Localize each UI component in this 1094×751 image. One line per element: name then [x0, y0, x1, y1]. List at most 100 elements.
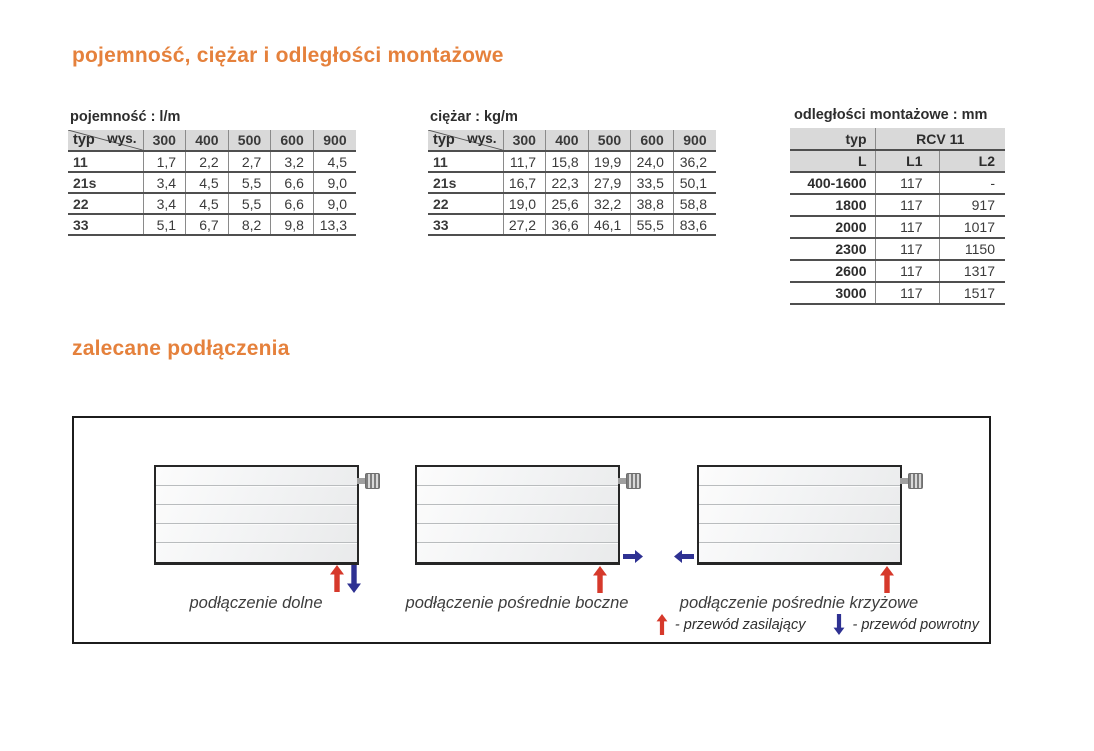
radiator-groove [699, 542, 900, 545]
cell-value: 46,1 [588, 214, 632, 236]
table-row: 22 19,0 25,6 32,2 38,8 58,8 [428, 193, 716, 215]
cell-value: 117 [875, 216, 940, 239]
cell-value: 3,4 [143, 193, 187, 215]
radiator-figure-bottom-connection [154, 465, 380, 565]
cell-value: - [939, 172, 1005, 195]
table-row: 2300 117 1150 [790, 238, 1005, 261]
corner-typ-label: typ [73, 132, 95, 148]
row-label: 22 [428, 193, 504, 215]
table-row: 33 27,2 36,6 46,1 55,5 83,6 [428, 214, 716, 236]
column-header-L: L [790, 150, 876, 173]
radiator-groove [156, 542, 357, 545]
row-label: 33 [68, 214, 144, 236]
column-header: 600 [630, 130, 674, 152]
cell-value: 8,2 [228, 214, 272, 236]
return-arrow-icon [834, 614, 845, 635]
row-label: 2600 [790, 260, 876, 283]
cell-value: 27,9 [588, 172, 632, 194]
diagonal-divider [68, 130, 143, 150]
corner-cell: wys. typ [428, 130, 504, 152]
table-row: 3000 117 1517 [790, 282, 1005, 305]
table-row: 1800 117 917 [790, 194, 1005, 217]
cell-value: 4,5 [313, 151, 356, 173]
weight-header-row: wys. typ 300 400 500 600 900 [428, 130, 716, 152]
row-label: 2000 [790, 216, 876, 239]
diagram-caption-cross: podłączenie pośrednie krzyżowe [679, 594, 919, 612]
table-row: 2600 117 1317 [790, 260, 1005, 283]
radiator-groove [417, 542, 618, 545]
column-header: 400 [185, 130, 229, 152]
cell-value: 1,7 [143, 151, 187, 173]
cell-value: 27,2 [503, 214, 547, 236]
row-label: 21s [428, 172, 504, 194]
cell-value: 38,8 [630, 193, 674, 215]
diagonal-divider [428, 130, 503, 150]
cell-value: 1517 [939, 282, 1005, 305]
cell-value: 36,6 [545, 214, 589, 236]
column-header: 500 [588, 130, 632, 152]
column-header-model: RCV 11 [875, 128, 1005, 151]
cell-value: 117 [875, 260, 940, 283]
cell-value: 117 [875, 194, 940, 217]
section-heading-capacity-weight-distances: pojemność, ciężar i odległości montażowe [72, 44, 504, 67]
table-row: 21s 3,4 4,5 5,5 6,6 9,0 [68, 172, 356, 194]
radiator-figure-cross-connection [697, 465, 923, 565]
table-row: 22 3,4 4,5 5,5 6,6 9,0 [68, 193, 356, 215]
radiator-valve-icon [618, 473, 641, 489]
return-arrow-icon [674, 550, 694, 563]
corner-typ-label: typ [433, 132, 455, 148]
mounting-table-title: odległości montażowe : mm [794, 107, 988, 123]
table-row: 400-1600 117 - [790, 172, 1005, 195]
mounting-table: typ RCV 11 L L1 L2 400-1600 117 - 1800 1… [790, 128, 1005, 305]
cell-value: 2,7 [228, 151, 272, 173]
mounting-table-group: odległości montażowe : mm typ RCV 11 L L… [790, 107, 1005, 305]
corner-wys-label: wys. [467, 131, 497, 146]
row-label: 33 [428, 214, 504, 236]
cell-value: 1317 [939, 260, 1005, 283]
table-row: 11 1,7 2,2 2,7 3,2 4,5 [68, 151, 356, 173]
cell-value: 9,8 [270, 214, 314, 236]
radiator-groove [417, 504, 618, 507]
weight-table-group: ciężar : kg/m wys. typ 300 400 500 600 9… [428, 109, 716, 236]
connections-diagram-box: podłączenie dolne podłączenie pośrednie … [72, 416, 991, 644]
cell-value: 11,7 [503, 151, 547, 173]
legend-item-supply: - przewód zasilający [656, 614, 805, 635]
column-header: 900 [313, 130, 356, 152]
cell-value: 5,5 [228, 193, 272, 215]
radiator-valve-icon [357, 473, 380, 489]
column-header: 600 [270, 130, 314, 152]
cell-value: 5,1 [143, 214, 187, 236]
cell-value: 15,8 [545, 151, 589, 173]
capacity-table-title: pojemność : l/m [70, 109, 181, 125]
cell-value: 5,5 [228, 172, 272, 194]
column-header-L1: L1 [875, 150, 940, 173]
column-header-typ: typ [790, 128, 876, 151]
row-label: 11 [428, 151, 504, 173]
cell-value: 117 [875, 238, 940, 261]
capacity-table: wys. typ 300 400 500 600 900 11 1,7 2,2 … [68, 130, 356, 236]
cell-value: 36,2 [673, 151, 716, 173]
weight-table-title: ciężar : kg/m [430, 109, 518, 125]
supply-arrow-icon [880, 566, 894, 593]
capacity-table-group: pojemność : l/m wys. typ 300 400 500 600… [68, 109, 356, 236]
column-header: 400 [545, 130, 589, 152]
cell-value: 3,2 [270, 151, 314, 173]
cell-value: 6,6 [270, 193, 314, 215]
cell-value: 58,8 [673, 193, 716, 215]
legend-label-return: - przewód powrotny [852, 616, 979, 633]
cell-value: 19,0 [503, 193, 547, 215]
cell-value: 4,5 [185, 193, 229, 215]
table-row: 33 5,1 6,7 8,2 9,8 13,3 [68, 214, 356, 236]
row-label: 2300 [790, 238, 876, 261]
cell-value: 917 [939, 194, 1005, 217]
row-label: 21s [68, 172, 144, 194]
radiator-valve-icon [900, 473, 923, 489]
radiator-groove [699, 523, 900, 526]
mounting-header-row-2: L L1 L2 [790, 150, 1005, 173]
radiator-groove [699, 504, 900, 507]
cell-value: 9,0 [313, 172, 356, 194]
radiator-groove [156, 485, 357, 488]
return-arrow-icon [623, 550, 643, 563]
diagram-caption-side: podłączenie pośrednie boczne [405, 594, 629, 612]
supply-arrow-icon [656, 614, 668, 635]
